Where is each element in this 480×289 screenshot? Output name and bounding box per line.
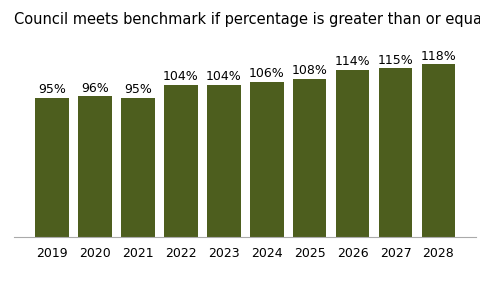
Text: 95%: 95% [124, 83, 152, 96]
Bar [207, 84, 240, 237]
Text: 95%: 95% [38, 83, 66, 96]
Bar [36, 98, 69, 237]
Text: 96%: 96% [81, 82, 109, 95]
Text: Council meets benchmark if percentage is greater than or equal to 100%: Council meets benchmark if percentage is… [14, 12, 480, 27]
Text: 108%: 108% [291, 64, 327, 77]
Text: 106%: 106% [248, 67, 284, 80]
Bar [378, 68, 411, 237]
Bar [78, 96, 111, 237]
Bar [335, 70, 369, 237]
Text: 118%: 118% [420, 49, 456, 62]
Text: 104%: 104% [163, 70, 198, 83]
Text: 115%: 115% [377, 54, 412, 67]
Bar [292, 79, 326, 237]
Bar [421, 64, 454, 237]
Text: 114%: 114% [334, 55, 370, 68]
Bar [121, 98, 155, 237]
Text: 104%: 104% [205, 70, 241, 83]
Bar [250, 81, 283, 237]
Bar [164, 84, 197, 237]
